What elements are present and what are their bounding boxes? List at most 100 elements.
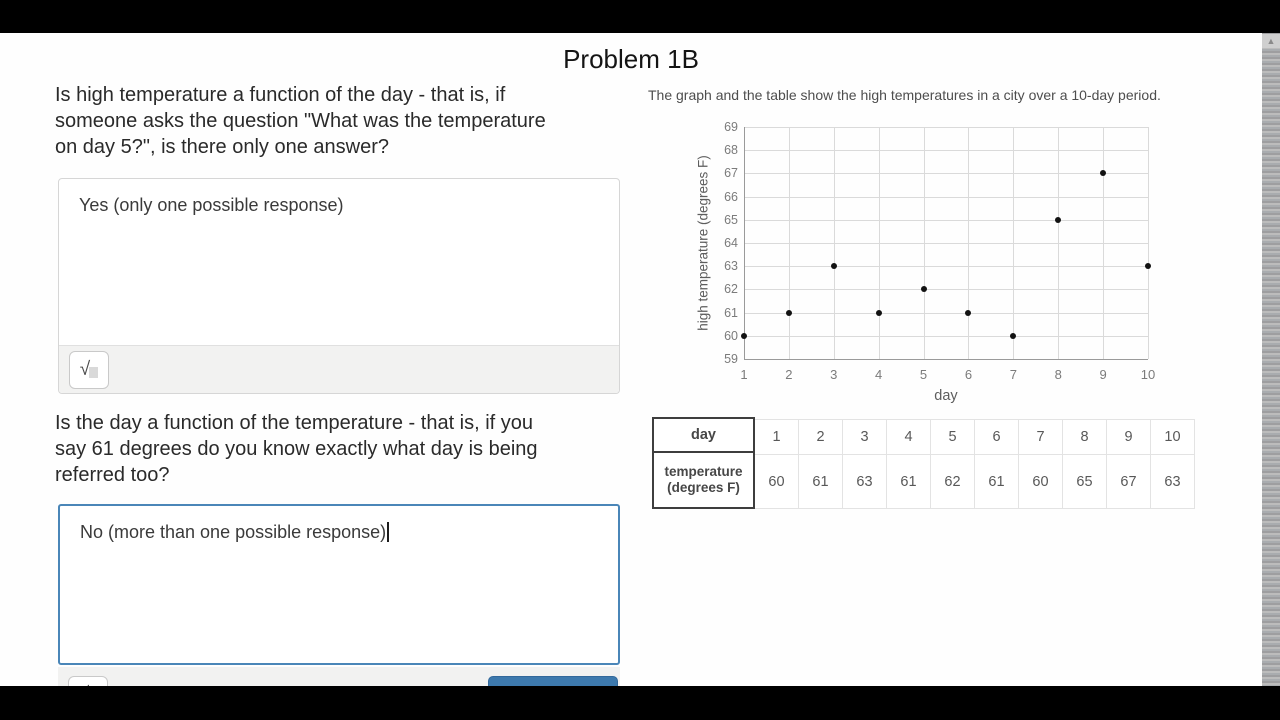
gridline bbox=[1103, 127, 1105, 359]
data-point bbox=[1010, 332, 1017, 339]
gridline bbox=[744, 196, 1148, 198]
y-tick-label: 64 bbox=[724, 236, 738, 250]
gridline bbox=[744, 289, 1148, 291]
y-tick-label: 65 bbox=[724, 212, 738, 227]
table-day-cell: 6 bbox=[975, 419, 1019, 455]
gridline bbox=[1148, 127, 1149, 359]
gridline bbox=[744, 312, 1148, 314]
table-temperature-cell: 63 bbox=[843, 455, 887, 509]
sqrt-placeholder-icon bbox=[89, 366, 99, 378]
table-temperature-cell: 60 bbox=[755, 455, 799, 509]
table-day-cell: 8 bbox=[1063, 419, 1107, 455]
context-caption: The graph and the table show the high te… bbox=[648, 87, 1161, 103]
x-tick-label: 5 bbox=[919, 367, 928, 382]
x-axis-label: day bbox=[934, 388, 958, 404]
gridline bbox=[744, 150, 1148, 152]
gridline bbox=[923, 127, 925, 359]
answer-box-1[interactable]: Yes (only one possible response) √ bbox=[58, 178, 620, 394]
gridline bbox=[744, 243, 1148, 244]
data-point bbox=[875, 309, 882, 316]
y-tick-label: 61 bbox=[724, 305, 738, 320]
table-header-temperature: temperature (degrees F) bbox=[664, 464, 743, 495]
y-tick-label: 67 bbox=[724, 166, 738, 181]
temperature-scatter-plot: high temperature (degrees F) day 59 60 61 6… bbox=[696, 120, 1170, 413]
question-2-prompt: Is the day a function of the temperature… bbox=[55, 412, 538, 486]
data-point bbox=[920, 286, 927, 293]
x-tick-label: 8 bbox=[1054, 367, 1062, 382]
answer-2-value: No (more than one possible response) bbox=[80, 522, 387, 542]
table-day-row: 1 2 3 4 5 6 7 8 9 10 bbox=[755, 419, 1195, 455]
answer-1-toolbar: √ bbox=[59, 345, 619, 393]
answer-box-2-focused[interactable]: No (more than one possible response) bbox=[58, 504, 620, 665]
x-tick-label: 9 bbox=[1099, 367, 1107, 382]
table-data-grid: 1 2 3 4 5 6 7 8 9 10 60 61 63 61 62 61 60 65 67 63 bbox=[755, 419, 1195, 509]
y-tick-label: 62 bbox=[724, 282, 738, 297]
gridline bbox=[744, 127, 745, 359]
table-temperature-cell: 60 bbox=[1019, 455, 1063, 509]
table-day-cell: 4 bbox=[887, 419, 931, 455]
gridline bbox=[1058, 127, 1060, 359]
temperature-table: day temperature (degrees F) 1 2 3 4 5 6 7 8 9 10 … bbox=[652, 417, 1197, 513]
table-day-cell: 1 bbox=[755, 419, 799, 455]
table-temperature-cell: 65 bbox=[1063, 455, 1107, 509]
letterbox-bottom bbox=[0, 686, 1280, 720]
table-temperature-cell: 63 bbox=[1151, 455, 1195, 509]
table-temperature-cell: 61 bbox=[887, 455, 931, 509]
gridline bbox=[1013, 127, 1015, 359]
data-point bbox=[741, 332, 747, 339]
table-day-cell: 9 bbox=[1107, 419, 1151, 455]
question-1-prompt: Is high temperature a function of the da… bbox=[55, 84, 546, 158]
table-temperature-cell: 61 bbox=[975, 455, 1019, 509]
y-tick-label: 69 bbox=[724, 120, 738, 134]
gridline bbox=[968, 127, 970, 359]
gridline bbox=[744, 359, 1148, 360]
text-cursor bbox=[387, 522, 390, 542]
x-tick-label: 6 bbox=[964, 367, 973, 382]
table-day-cell: 5 bbox=[931, 419, 975, 455]
table-header-day: day bbox=[654, 419, 753, 453]
table-temperature-cell: 61 bbox=[799, 455, 843, 509]
data-point bbox=[1055, 216, 1062, 223]
table-temperature-cell: 62 bbox=[931, 455, 975, 509]
answer-2-text[interactable]: No (more than one possible response) bbox=[60, 506, 618, 559]
scrollbar[interactable]: ▲ bbox=[1262, 33, 1280, 686]
gridline bbox=[788, 127, 790, 359]
y-tick-label: 60 bbox=[724, 328, 738, 343]
x-tick-label: 4 bbox=[875, 367, 883, 382]
x-tick-label: 1 bbox=[740, 367, 748, 382]
gridline bbox=[833, 127, 835, 359]
y-tick-label: 68 bbox=[724, 143, 738, 158]
x-tick-label: 7 bbox=[1009, 367, 1017, 382]
scrollbar-up-arrow-icon[interactable]: ▲ bbox=[1262, 34, 1280, 48]
table-temperature-cell: 67 bbox=[1107, 455, 1151, 509]
data-point bbox=[965, 309, 972, 316]
gridline bbox=[744, 219, 1148, 221]
table-temperature-row: 60 61 63 61 62 61 60 65 67 63 bbox=[755, 455, 1195, 509]
plot-area: high temperature (degrees F) day 59 60 61 6… bbox=[696, 120, 1156, 404]
data-point bbox=[785, 309, 792, 316]
x-tick-label: 3 bbox=[830, 367, 838, 382]
table-day-cell: 10 bbox=[1151, 419, 1195, 455]
x-tick-label: 10 bbox=[1140, 367, 1156, 382]
answer-1-text[interactable]: Yes (only one possible response) bbox=[79, 195, 344, 215]
table-day-cell: 2 bbox=[799, 419, 843, 455]
data-point bbox=[1100, 170, 1107, 177]
table-day-cell: 7 bbox=[1019, 419, 1063, 455]
letterbox-top bbox=[0, 0, 1280, 33]
gridline bbox=[744, 127, 1148, 128]
gridline bbox=[878, 127, 880, 359]
gridline bbox=[744, 266, 1148, 268]
gridline bbox=[744, 173, 1148, 175]
gridline bbox=[744, 335, 1148, 337]
y-axis-label: high temperature (degrees F) bbox=[695, 155, 711, 331]
y-tick-label: 66 bbox=[724, 189, 738, 204]
y-tick-label: 59 bbox=[724, 352, 738, 366]
x-tick-label: 2 bbox=[785, 367, 793, 382]
y-tick-label: 63 bbox=[724, 259, 738, 274]
sqrt-icon: √ bbox=[79, 359, 91, 380]
sqrt-button[interactable]: √ bbox=[69, 351, 109, 389]
table-header-column: day temperature (degrees F) bbox=[652, 417, 755, 509]
data-point bbox=[830, 263, 837, 270]
data-point bbox=[1145, 263, 1151, 270]
